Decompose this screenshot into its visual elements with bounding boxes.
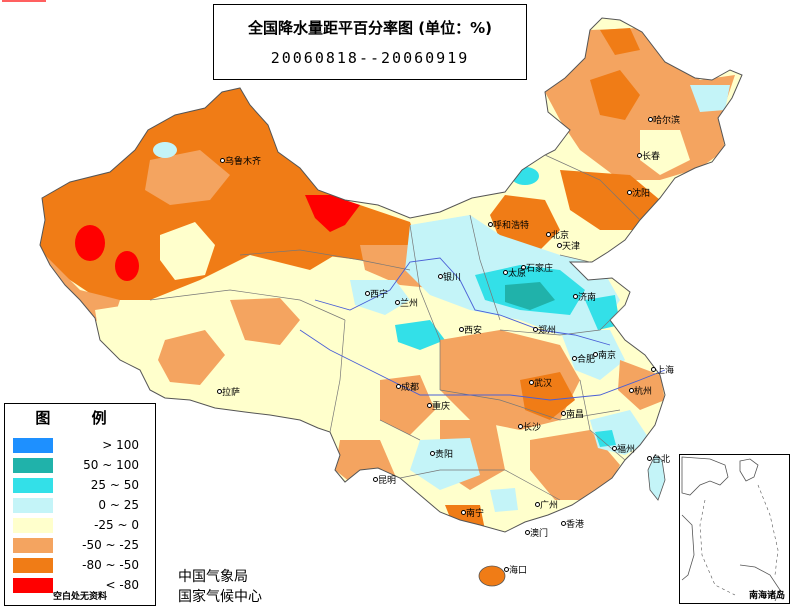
city-label: 太原 <box>502 266 526 279</box>
legend-label: > 100 <box>102 438 139 452</box>
legend-swatch <box>13 478 53 493</box>
city-label: 澳门 <box>524 526 548 539</box>
legend-label: 50 ~ 100 <box>83 458 139 472</box>
corner-mark <box>2 0 46 2</box>
legend-label: -25 ~ 0 <box>94 518 139 532</box>
city-label: 香港 <box>560 517 584 530</box>
city-label: 西安 <box>458 323 482 336</box>
city-label: 海口 <box>503 563 527 576</box>
legend-note: 空白处无资料 <box>52 592 107 602</box>
legend-label: -80 ~ -50 <box>82 558 139 572</box>
legend-label: 25 ~ 50 <box>90 478 139 492</box>
south-china-sea-inset: 南海诸岛 <box>679 454 790 604</box>
legend-swatch <box>13 558 53 573</box>
city-label: 沈阳 <box>626 186 650 199</box>
inset-map <box>681 456 781 602</box>
city-label: 南宁 <box>460 506 484 519</box>
city-label: 武汉 <box>528 376 552 389</box>
city-label: 福州 <box>611 442 635 455</box>
title-box: 全国降水量距平百分率图 (单位：%) 20060818--20060919 <box>213 4 527 80</box>
legend-swatch <box>13 518 53 533</box>
legend-item: 50 ~ 100 <box>13 458 153 474</box>
city-label: 南京 <box>592 348 616 361</box>
city-label: 西宁 <box>364 287 388 300</box>
city-label: 合肥 <box>571 352 595 365</box>
city-label: 天津 <box>556 239 580 252</box>
city-label: 哈尔滨 <box>647 113 680 126</box>
city-label: 济南 <box>572 290 596 303</box>
city-label: 昆明 <box>372 473 396 486</box>
city-label: 石家庄 <box>520 261 553 274</box>
legend-item: > 100 <box>13 438 153 454</box>
legend-item: 25 ~ 50 <box>13 478 153 494</box>
inset-label: 南海诸岛 <box>748 591 785 601</box>
map-title: 全国降水量距平百分率图 (单位：%) <box>248 19 492 37</box>
legend-item: 0 ~ 25 <box>13 498 153 514</box>
legend-label: 0 ~ 25 <box>98 498 139 512</box>
city-label: 广州 <box>534 498 558 511</box>
city-label: 台北 <box>646 452 670 465</box>
legend: 图 例 > 100 50 ~ 100 25 ~ 50 0 ~ 25 -25 ~ … <box>4 403 156 606</box>
legend-swatch <box>13 578 53 593</box>
city-label: 贵阳 <box>429 447 453 460</box>
legend-swatch <box>13 438 53 453</box>
agency-center: 国家气候中心 <box>178 589 262 605</box>
city-label: 银川 <box>437 270 461 283</box>
legend-item: -50 ~ -25 <box>13 538 153 554</box>
legend-label: -50 ~ -25 <box>82 538 139 552</box>
legend-title: 图 例 <box>35 409 125 427</box>
agency-name: 中国气象局 <box>178 569 248 585</box>
city-label: 杭州 <box>628 384 652 397</box>
city-label: 南昌 <box>560 407 584 420</box>
legend-item: -80 ~ -50 <box>13 558 153 574</box>
map-period: 20060818--20060919 <box>270 49 470 67</box>
city-label: 重庆 <box>426 399 450 412</box>
city-label: 长春 <box>636 149 660 162</box>
city-label: 呼和浩特 <box>487 218 529 231</box>
city-label: 拉萨 <box>216 385 240 398</box>
legend-swatch <box>13 498 53 513</box>
city-label: 兰州 <box>394 296 418 309</box>
city-label: 郑州 <box>532 323 556 336</box>
city-label: 成都 <box>395 380 419 393</box>
legend-swatch <box>13 538 53 553</box>
city-label: 北京 <box>545 228 569 241</box>
city-label: 长沙 <box>517 420 541 433</box>
city-label: 上海 <box>650 363 674 376</box>
city-label: 乌鲁木齐 <box>219 154 261 167</box>
legend-item: -25 ~ 0 <box>13 518 153 534</box>
legend-item: < -80 <box>13 578 153 594</box>
legend-label: < -80 <box>105 578 139 592</box>
legend-swatch <box>13 458 53 473</box>
